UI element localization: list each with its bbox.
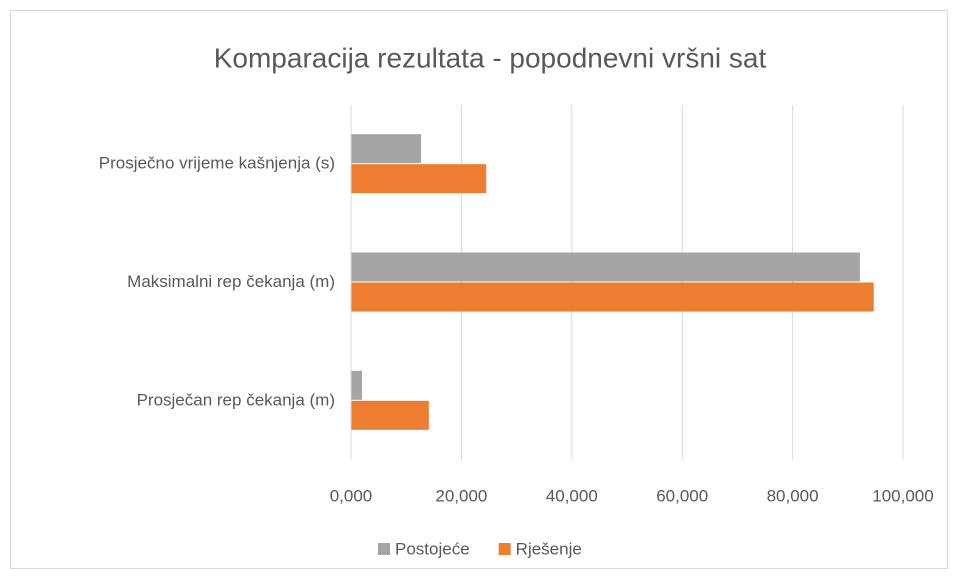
legend-label: Rješenje [516,539,582,558]
legend-swatch [378,543,390,555]
x-tick-label: 20,000 [435,486,487,505]
category-label: Prosječan rep čekanja (m) [137,390,335,409]
legend-label: Postojeće [395,539,470,558]
bar [351,252,860,282]
bar [351,164,487,194]
chart-title: Komparacija rezultata - popodnevni vršni… [214,42,767,73]
category-label: Prosječno vrijeme kašnjenja (s) [99,154,335,173]
bar [351,400,429,430]
x-tick-label: 40,000 [546,486,598,505]
category-label: Maksimalni rep čekanja (m) [127,272,335,291]
bar [351,134,422,164]
bar [351,370,363,400]
x-tick-label: 80,000 [767,486,819,505]
x-tick-label: 0,000 [330,486,373,505]
x-tick-label: 60,000 [656,486,708,505]
bar [351,282,874,312]
x-tick-label: 100,000 [872,486,933,505]
legend-swatch [498,543,511,555]
